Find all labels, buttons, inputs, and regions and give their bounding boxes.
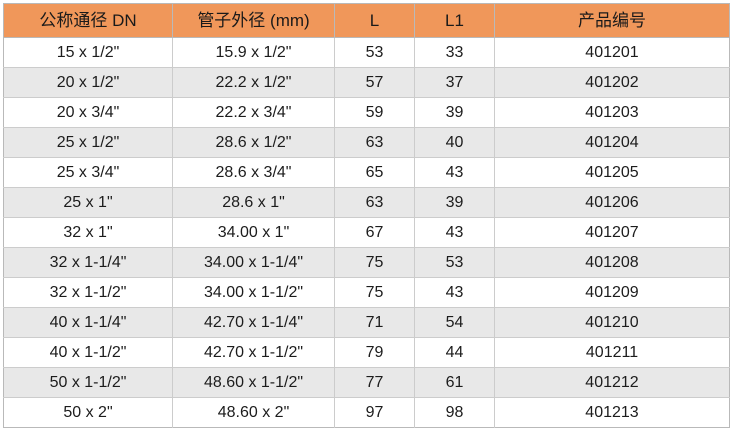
cell-l: 65 — [334, 157, 415, 188]
cell-code: 401204 — [494, 127, 730, 158]
cell-l: 79 — [334, 337, 415, 368]
cell-l: 63 — [334, 127, 415, 158]
cell-code: 401210 — [494, 307, 730, 338]
cell-od: 34.00 x 1" — [172, 217, 335, 248]
table-row: 40 x 1-1/2" 42.70 x 1-1/2" 79 44 401211 — [3, 337, 730, 368]
table-row: 32 x 1-1/2" 34.00 x 1-1/2" 75 43 401209 — [3, 277, 730, 308]
cell-dn: 20 x 1/2" — [3, 67, 173, 98]
table-row: 20 x 3/4" 22.2 x 3/4" 59 39 401203 — [3, 97, 730, 128]
cell-od: 42.70 x 1-1/2" — [172, 337, 335, 368]
cell-code: 401212 — [494, 367, 730, 398]
column-header-pipe-outer-diameter: 管子外径 (mm) — [172, 3, 335, 38]
cell-l1: 44 — [414, 337, 495, 368]
product-spec-table: 公称通径 DN 管子外径 (mm) L L1 产品编号 15 x 1/2" 15.… — [3, 3, 730, 428]
cell-od: 28.6 x 1/2" — [172, 127, 335, 158]
cell-od: 15.9 x 1/2" — [172, 37, 335, 68]
table-row: 15 x 1/2" 15.9 x 1/2" 53 33 401201 — [3, 37, 730, 68]
cell-od: 28.6 x 1" — [172, 187, 335, 218]
cell-l1: 33 — [414, 37, 495, 68]
cell-od: 22.2 x 1/2" — [172, 67, 335, 98]
cell-dn: 15 x 1/2" — [3, 37, 173, 68]
table-row: 50 x 1-1/2" 48.60 x 1-1/2" 77 61 401212 — [3, 367, 730, 398]
table-header: 公称通径 DN 管子外径 (mm) L L1 产品编号 — [3, 3, 730, 38]
cell-od: 34.00 x 1-1/4" — [172, 247, 335, 278]
table-row: 25 x 1/2" 28.6 x 1/2" 63 40 401204 — [3, 127, 730, 158]
table-row: 50 x 2" 48.60 x 2" 97 98 401213 — [3, 397, 730, 428]
cell-l: 57 — [334, 67, 415, 98]
cell-l1: 43 — [414, 277, 495, 308]
cell-l: 71 — [334, 307, 415, 338]
cell-dn: 32 x 1-1/4" — [3, 247, 173, 278]
column-header-product-code: 产品编号 — [494, 3, 730, 38]
cell-od: 42.70 x 1-1/4" — [172, 307, 335, 338]
cell-l1: 54 — [414, 307, 495, 338]
cell-l1: 39 — [414, 187, 495, 218]
cell-l: 63 — [334, 187, 415, 218]
cell-od: 48.60 x 2" — [172, 397, 335, 428]
table-body: 15 x 1/2" 15.9 x 1/2" 53 33 401201 20 x 1/2" 2… — [3, 37, 730, 428]
header-row: 公称通径 DN 管子外径 (mm) L L1 产品编号 — [3, 3, 730, 38]
cell-dn: 25 x 3/4" — [3, 157, 173, 188]
cell-code: 401211 — [494, 337, 730, 368]
table-row: 25 x 1" 28.6 x 1" 63 39 401206 — [3, 187, 730, 218]
cell-dn: 25 x 1" — [3, 187, 173, 218]
cell-l1: 43 — [414, 217, 495, 248]
cell-l1: 53 — [414, 247, 495, 278]
cell-l1: 43 — [414, 157, 495, 188]
cell-od: 28.6 x 3/4" — [172, 157, 335, 188]
cell-l: 75 — [334, 247, 415, 278]
table-row: 40 x 1-1/4" 42.70 x 1-1/4" 71 54 401210 — [3, 307, 730, 338]
cell-code: 401209 — [494, 277, 730, 308]
cell-dn: 50 x 1-1/2" — [3, 367, 173, 398]
cell-l: 67 — [334, 217, 415, 248]
cell-code: 401201 — [494, 37, 730, 68]
cell-l1: 98 — [414, 397, 495, 428]
cell-code: 401203 — [494, 97, 730, 128]
cell-l1: 37 — [414, 67, 495, 98]
cell-code: 401207 — [494, 217, 730, 248]
cell-od: 48.60 x 1-1/2" — [172, 367, 335, 398]
cell-dn: 50 x 2" — [3, 397, 173, 428]
cell-od: 34.00 x 1-1/2" — [172, 277, 335, 308]
cell-code: 401206 — [494, 187, 730, 218]
cell-l: 77 — [334, 367, 415, 398]
table-row: 32 x 1" 34.00 x 1" 67 43 401207 — [3, 217, 730, 248]
cell-l: 53 — [334, 37, 415, 68]
cell-code: 401213 — [494, 397, 730, 428]
cell-code: 401205 — [494, 157, 730, 188]
cell-l1: 40 — [414, 127, 495, 158]
table-row: 20 x 1/2" 22.2 x 1/2" 57 37 401202 — [3, 67, 730, 98]
cell-dn: 32 x 1" — [3, 217, 173, 248]
cell-code: 401208 — [494, 247, 730, 278]
cell-l: 59 — [334, 97, 415, 128]
cell-code: 401202 — [494, 67, 730, 98]
cell-l: 97 — [334, 397, 415, 428]
column-header-l1: L1 — [414, 3, 495, 38]
column-header-l: L — [334, 3, 415, 38]
cell-l: 75 — [334, 277, 415, 308]
cell-dn: 20 x 3/4" — [3, 97, 173, 128]
cell-dn: 32 x 1-1/2" — [3, 277, 173, 308]
table-row: 32 x 1-1/4" 34.00 x 1-1/4" 75 53 401208 — [3, 247, 730, 278]
column-header-nominal-diameter: 公称通径 DN — [3, 3, 173, 38]
cell-l1: 61 — [414, 367, 495, 398]
cell-dn: 25 x 1/2" — [3, 127, 173, 158]
cell-dn: 40 x 1-1/4" — [3, 307, 173, 338]
cell-dn: 40 x 1-1/2" — [3, 337, 173, 368]
cell-od: 22.2 x 3/4" — [172, 97, 335, 128]
cell-l1: 39 — [414, 97, 495, 128]
table-row: 25 x 3/4" 28.6 x 3/4" 65 43 401205 — [3, 157, 730, 188]
